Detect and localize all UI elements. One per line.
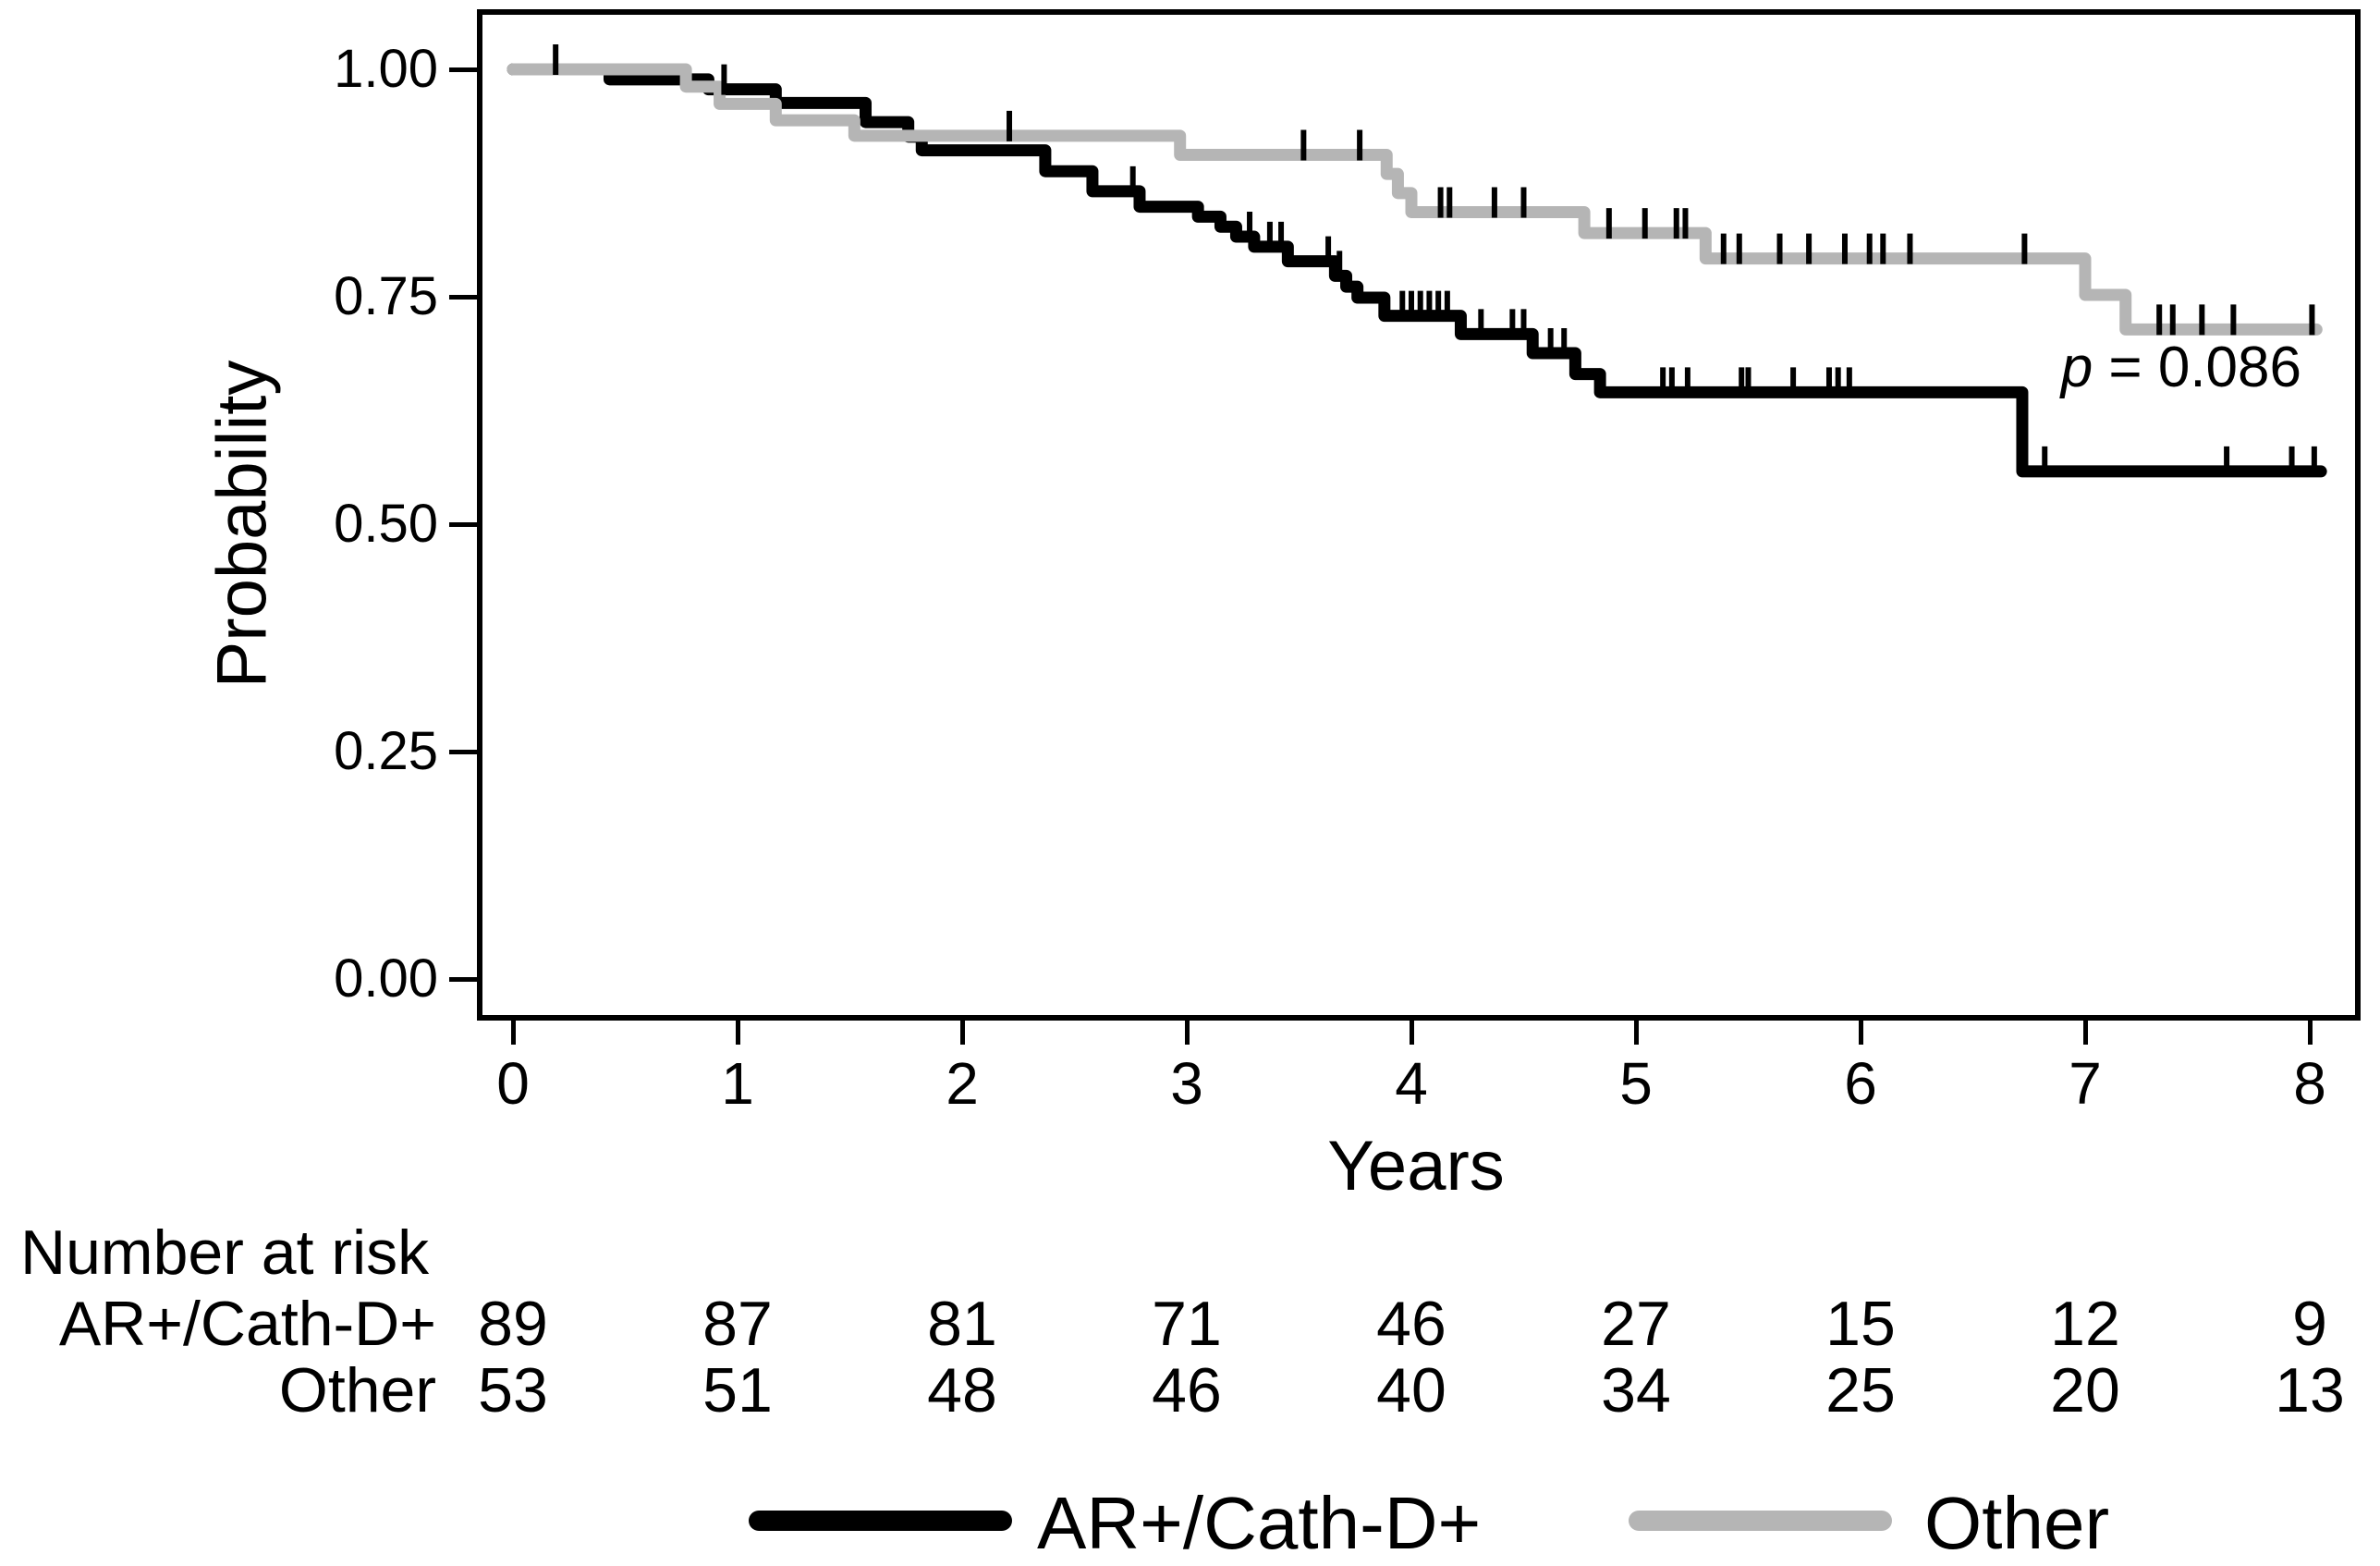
x-tick-label: 0 <box>496 1050 530 1117</box>
risk-value: 13 <box>2275 1355 2345 1425</box>
risk-value: 71 <box>1152 1289 1222 1359</box>
legend-label-other: Other <box>1924 1482 2110 1564</box>
x-tick-label: 3 <box>1170 1050 1203 1117</box>
risk-value: 46 <box>1376 1289 1446 1359</box>
risk-row-label: Other <box>278 1355 436 1425</box>
risk-value: 20 <box>2050 1355 2120 1425</box>
y-tick-label: 0.00 <box>334 948 438 1009</box>
y-tick-label: 0.50 <box>334 494 438 554</box>
y-tick-mark <box>449 67 479 72</box>
risk-table-title: Number at risk <box>20 1217 430 1288</box>
x-tick-mark <box>1185 1015 1190 1045</box>
x-tick-mark <box>1859 1015 1863 1045</box>
x-tick-label: 1 <box>721 1050 754 1117</box>
risk-value: 40 <box>1376 1355 1446 1425</box>
risk-value: 9 <box>2292 1289 2327 1359</box>
x-tick-mark <box>1410 1015 1414 1045</box>
x-tick-mark <box>2308 1015 2313 1045</box>
y-axis-title: Probability <box>202 360 282 689</box>
y-tick-label: 0.75 <box>334 266 438 326</box>
p-value-text: = 0.086 <box>2093 336 2301 399</box>
x-tick-mark <box>1634 1015 1639 1045</box>
x-tick-label: 7 <box>2069 1050 2102 1117</box>
y-tick-mark <box>449 295 479 300</box>
legend-swatch-ar-cath <box>749 1511 1012 1531</box>
plot-frame <box>477 9 2361 1021</box>
x-tick-mark <box>511 1015 516 1045</box>
y-tick-mark <box>449 977 479 982</box>
risk-value: 81 <box>927 1289 997 1359</box>
risk-value: 15 <box>1825 1289 1896 1359</box>
risk-value: 51 <box>702 1355 773 1425</box>
x-tick-mark <box>960 1015 965 1045</box>
risk-value: 25 <box>1825 1355 1896 1425</box>
x-tick-label: 6 <box>1844 1050 1877 1117</box>
risk-value: 46 <box>1152 1355 1222 1425</box>
risk-value: 48 <box>927 1355 997 1425</box>
risk-value: 89 <box>478 1289 548 1359</box>
legend-label-ar-cath: AR+/Cath-D+ <box>1037 1482 1482 1564</box>
y-tick-mark <box>449 522 479 527</box>
risk-value: 12 <box>2050 1289 2120 1359</box>
y-tick-label: 1.00 <box>334 39 438 99</box>
x-tick-label: 2 <box>946 1050 979 1117</box>
risk-value: 53 <box>478 1355 548 1425</box>
risk-value: 27 <box>1601 1289 1671 1359</box>
x-tick-label: 4 <box>1395 1050 1428 1117</box>
x-tick-label: 5 <box>1619 1050 1653 1117</box>
risk-row-label: AR+/Cath-D+ <box>58 1289 436 1359</box>
x-tick-mark <box>736 1015 740 1045</box>
y-tick-label: 0.25 <box>334 721 438 781</box>
x-axis-title: Years <box>1327 1127 1505 1205</box>
p-value-symbol: p <box>2060 336 2093 399</box>
legend-swatch-other <box>1629 1511 1892 1531</box>
p-value-annotation: p = 0.086 <box>2061 335 2301 400</box>
x-tick-mark <box>2083 1015 2088 1045</box>
risk-value: 87 <box>702 1289 773 1359</box>
y-tick-mark <box>449 750 479 754</box>
x-tick-label: 8 <box>2293 1050 2326 1117</box>
risk-value: 34 <box>1601 1355 1671 1425</box>
